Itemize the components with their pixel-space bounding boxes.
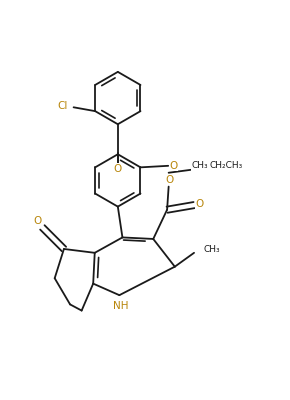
Text: CH₂CH₃: CH₂CH₃ xyxy=(209,161,243,170)
Text: O: O xyxy=(165,175,173,185)
Text: O: O xyxy=(114,164,122,174)
Text: NH: NH xyxy=(113,301,129,311)
Text: O: O xyxy=(34,216,42,226)
Text: CH₃: CH₃ xyxy=(203,245,220,254)
Text: Cl: Cl xyxy=(58,101,68,111)
Text: CH₃: CH₃ xyxy=(191,161,208,170)
Text: O: O xyxy=(169,161,178,171)
Text: O: O xyxy=(195,198,204,208)
